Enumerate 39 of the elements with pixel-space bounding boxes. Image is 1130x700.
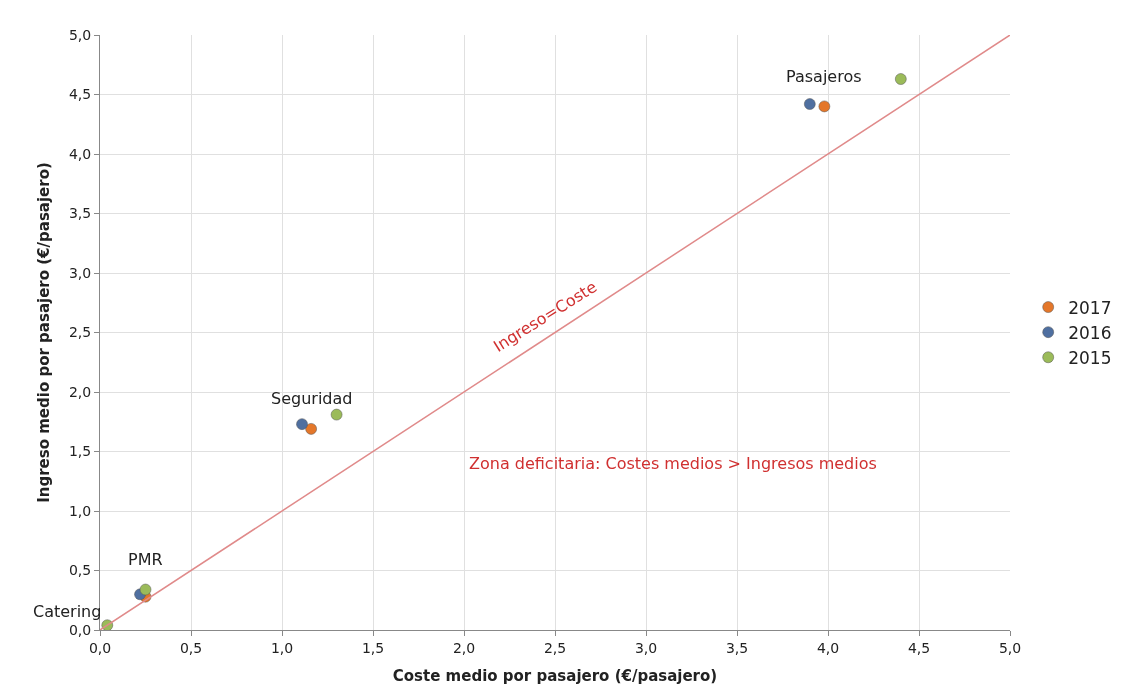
x-tick-label: 0,0	[88, 639, 112, 656]
y-axis-title: Ingreso medio por pasajero (€/pasajero)	[35, 162, 54, 503]
x-tick-label: 3,0	[634, 639, 658, 656]
annotation: Pasajeros	[786, 67, 862, 86]
x-axis-title: Coste medio por pasajero (€/pasajero)	[392, 666, 718, 685]
y-tick-label: 1,0	[68, 502, 92, 519]
point	[818, 100, 831, 113]
x-tick-label: 3,5	[725, 639, 749, 656]
point	[895, 73, 907, 85]
legend-label: 2015	[1068, 347, 1112, 368]
x-tick-label: 0,5	[179, 639, 203, 656]
y-tick-label: 4,0	[68, 145, 92, 162]
x-tick-label: 1,5	[361, 639, 385, 656]
x-tick-label: 2,0	[452, 639, 476, 656]
x-tick-label: 4,5	[907, 639, 931, 656]
y-tick-label: 2,0	[68, 383, 92, 400]
x-tick-label: 2,5	[543, 639, 567, 656]
point	[139, 583, 152, 596]
point	[296, 418, 308, 430]
x-tick-label: 4,0	[816, 639, 840, 656]
y-tick-label: 0,5	[68, 562, 92, 579]
y-tick-label: 3,0	[68, 264, 92, 281]
y-tick-label: 1,5	[68, 443, 92, 460]
y-tick-label: 3,5	[68, 205, 92, 222]
x-tick-label: 1,0	[270, 639, 294, 656]
y-tick-label: 5,0	[68, 26, 92, 43]
y-tick-label: 0,0	[68, 621, 92, 638]
annotation: PMR	[128, 550, 163, 569]
point	[804, 98, 816, 110]
y-tick-label: 2,5	[68, 324, 92, 341]
annotation: Seguridad	[271, 389, 353, 408]
legend-label: 2017	[1068, 297, 1112, 318]
annotation: Catering	[33, 602, 102, 621]
annotation: Zona deficitaria: Costes medios > Ingresos medios	[469, 454, 877, 473]
point	[330, 408, 343, 421]
point	[305, 423, 317, 435]
legend-label: 2016	[1068, 322, 1112, 343]
y-tick-label: 4,5	[68, 86, 92, 103]
x-tick-label: 5,0	[998, 639, 1022, 656]
